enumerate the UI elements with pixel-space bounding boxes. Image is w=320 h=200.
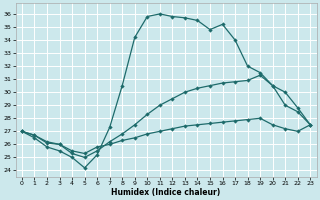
- X-axis label: Humidex (Indice chaleur): Humidex (Indice chaleur): [111, 188, 221, 197]
